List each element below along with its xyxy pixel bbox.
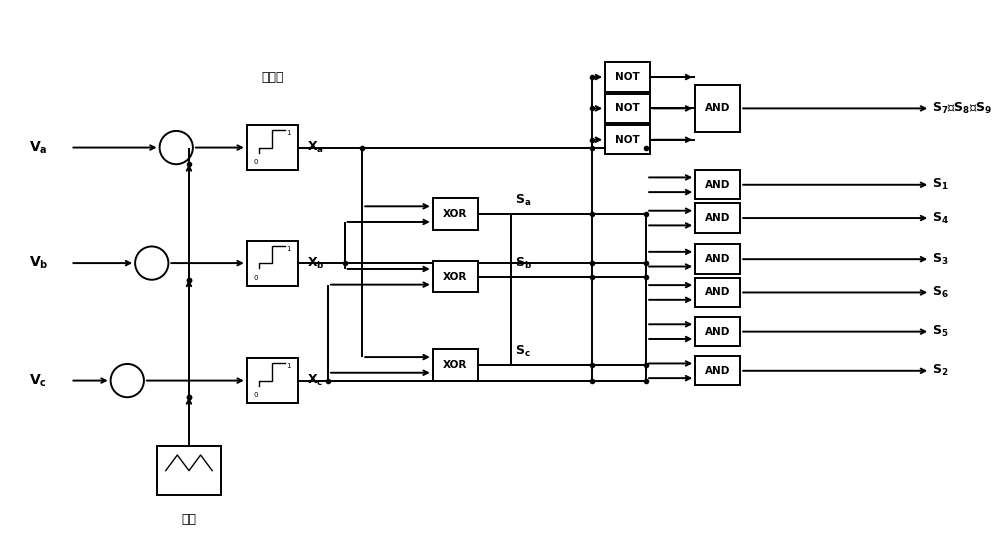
Text: 0: 0 xyxy=(254,274,258,280)
Bar xyxy=(695,203,740,233)
Bar xyxy=(247,241,298,286)
Text: $\mathbf{X_c}$: $\mathbf{X_c}$ xyxy=(307,373,324,388)
Text: XOR: XOR xyxy=(443,272,467,282)
Text: 0: 0 xyxy=(254,159,258,165)
Text: $\mathbf{S_6}$: $\mathbf{S_6}$ xyxy=(932,285,949,300)
Bar xyxy=(695,170,740,200)
Text: $\mathbf{S_7}$、$\mathbf{S_8}$、$\mathbf{S_9}$: $\mathbf{S_7}$、$\mathbf{S_8}$、$\mathbf{S… xyxy=(932,101,992,116)
Bar xyxy=(695,356,740,386)
Bar xyxy=(433,349,478,380)
Text: $\mathbf{X_b}$: $\mathbf{X_b}$ xyxy=(307,256,325,271)
Text: $\mathbf{S_b}$: $\mathbf{S_b}$ xyxy=(515,256,532,271)
Bar xyxy=(433,198,478,230)
Bar xyxy=(695,317,740,346)
Text: $\mathbf{S_1}$: $\mathbf{S_1}$ xyxy=(932,177,949,192)
Text: AND: AND xyxy=(705,287,730,297)
Bar xyxy=(247,358,298,403)
Text: XOR: XOR xyxy=(443,209,467,219)
Text: 比较器: 比较器 xyxy=(261,71,283,84)
Text: $\mathbf{V_b}$: $\mathbf{V_b}$ xyxy=(29,255,49,271)
Text: 载波: 载波 xyxy=(181,513,196,526)
Text: $\mathbf{S_3}$: $\mathbf{S_3}$ xyxy=(932,251,949,267)
Text: 1: 1 xyxy=(286,363,291,369)
Text: XOR: XOR xyxy=(443,360,467,370)
Text: NOT: NOT xyxy=(615,72,640,82)
Text: 1: 1 xyxy=(286,130,291,136)
Text: $\mathbf{V_a}$: $\mathbf{V_a}$ xyxy=(29,139,48,156)
Text: AND: AND xyxy=(705,213,730,223)
Text: AND: AND xyxy=(705,180,730,190)
Bar xyxy=(695,85,740,132)
Text: AND: AND xyxy=(705,254,730,264)
Text: AND: AND xyxy=(705,103,730,113)
Text: $\mathbf{S_a}$: $\mathbf{S_a}$ xyxy=(515,193,531,208)
Bar xyxy=(605,63,650,92)
Bar xyxy=(695,278,740,307)
Text: AND: AND xyxy=(705,366,730,376)
Bar xyxy=(247,125,298,170)
Text: NOT: NOT xyxy=(615,103,640,113)
Text: 1: 1 xyxy=(286,246,291,251)
Bar xyxy=(157,446,221,495)
Text: $\mathbf{S_2}$: $\mathbf{S_2}$ xyxy=(932,363,949,378)
Text: 0: 0 xyxy=(254,392,258,398)
Text: AND: AND xyxy=(705,327,730,337)
Bar xyxy=(433,261,478,293)
Text: $\mathbf{S_5}$: $\mathbf{S_5}$ xyxy=(932,324,949,339)
Bar xyxy=(605,125,650,155)
Bar xyxy=(605,94,650,123)
Text: $\mathbf{S_4}$: $\mathbf{S_4}$ xyxy=(932,210,949,226)
Text: $\mathbf{V_c}$: $\mathbf{V_c}$ xyxy=(29,372,47,389)
Bar xyxy=(695,244,740,274)
Text: NOT: NOT xyxy=(615,135,640,145)
Text: $\mathbf{X_a}$: $\mathbf{X_a}$ xyxy=(307,140,324,155)
Text: $\mathbf{S_c}$: $\mathbf{S_c}$ xyxy=(515,343,531,359)
